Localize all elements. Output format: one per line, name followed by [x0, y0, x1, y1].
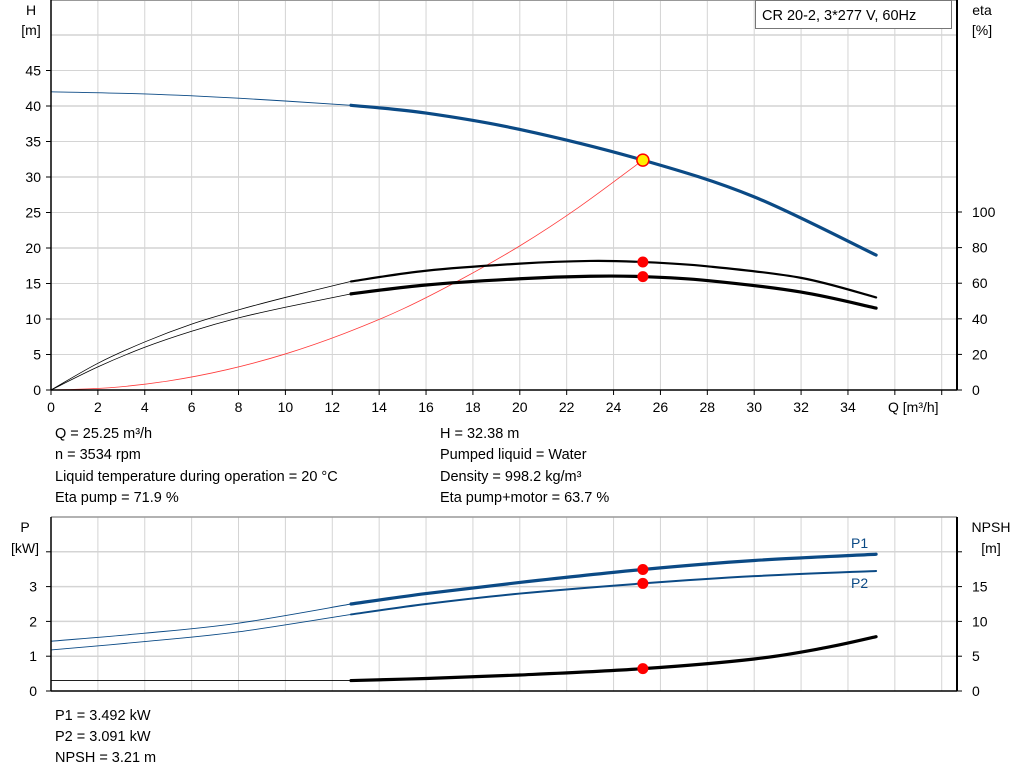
- info-pumped-liquid: Pumped liquid = Water: [440, 447, 587, 463]
- y-right-tick-label: 40: [972, 311, 988, 327]
- duty-point-eta-pump-marker: [637, 256, 649, 268]
- x-tick-label: 12: [324, 399, 340, 415]
- bottom-grid: [51, 516, 957, 691]
- x-tick-label: 4: [141, 399, 149, 415]
- top-grid: [51, 0, 957, 390]
- y-right-unit-top: [%]: [972, 22, 992, 38]
- p2-curve: [350, 569, 878, 616]
- info-liquid-temp: Liquid temperature during operation = 20…: [55, 469, 338, 485]
- info-h: H = 32.38 m: [440, 426, 519, 442]
- p2-curve-extrapolated: [50, 613, 352, 651]
- y-left-tick-label: 2: [29, 613, 37, 629]
- y-left-tick-label: 10: [25, 311, 41, 327]
- p1-curve-extrapolated: [50, 603, 352, 642]
- eta-pump-motor-curve: [349, 274, 878, 310]
- x-tick-label: 10: [278, 399, 294, 415]
- y-left-tick-label: 1: [29, 648, 37, 664]
- info-p2: P2 = 3.091 kW: [55, 729, 151, 745]
- head-curve: [349, 103, 878, 257]
- x-tick-label: 26: [653, 399, 669, 415]
- duty-point-npsh-marker: [637, 663, 649, 675]
- eta-pump-curve: [349, 259, 878, 299]
- y-left-tick-label: 5: [33, 347, 41, 363]
- p1-series-label: P1: [851, 535, 868, 551]
- duty-point-p1-marker: [637, 563, 649, 575]
- x-tick-label: 8: [235, 399, 243, 415]
- info-density: Density = 998.2 kg/m³: [440, 469, 582, 485]
- y-left-tick-label: 40: [25, 98, 41, 114]
- x-tick-label: 28: [700, 399, 716, 415]
- x-tick-label: 32: [793, 399, 809, 415]
- tick-labels: 0 2 4 6 8 10 12 14 16 18 20 22 24 26 28 30 32 34051015202…: [25, 63, 995, 700]
- y-right-tick-label: 100: [972, 204, 996, 220]
- info-q: Q = 25.25 m³/h: [55, 426, 152, 442]
- y-left-unit-top: [m]: [21, 22, 40, 38]
- y-right-tick-label: 5: [972, 648, 980, 664]
- x-tick-label: 18: [465, 399, 481, 415]
- y-right-tick-label: 80: [972, 240, 988, 256]
- y-right-tick-label: 0: [972, 683, 980, 699]
- x-tick-label: 14: [371, 399, 387, 415]
- y-left-unit-bottom: [kW]: [11, 540, 39, 556]
- y-left-label-bottom: P: [20, 519, 29, 535]
- x-axis-label: Q [m³/h]: [888, 399, 939, 415]
- x-tick-label: 16: [418, 399, 434, 415]
- y-right-tick-label: 60: [972, 275, 988, 291]
- y-left-tick-label: 25: [25, 205, 41, 221]
- p1-curve: [349, 552, 878, 606]
- duty-point-head-marker: [636, 153, 650, 167]
- info-eta-pump: Eta pump = 71.9 %: [55, 490, 179, 506]
- info-eta-pump-motor: Eta pump+motor = 63.7 %: [440, 490, 609, 506]
- x-tick-label: 20: [512, 399, 528, 415]
- duty-point-p2-marker: [637, 577, 649, 589]
- x-tick-label: 0: [47, 399, 55, 415]
- x-tick-label: 2: [94, 399, 102, 415]
- x-tick-label: 34: [840, 399, 856, 415]
- chart-title: CR 20-2, 3*277 V, 60Hz: [762, 8, 916, 24]
- y-right-tick-label: 0: [972, 382, 980, 398]
- y-left-tick-label: 30: [25, 169, 41, 185]
- y-right-unit-bottom: [m]: [981, 540, 1000, 556]
- curves: [50, 91, 878, 683]
- y-left-tick-label: 0: [29, 683, 37, 699]
- y-left-tick-label: 45: [25, 63, 41, 79]
- head-curve-extrapolated: [50, 91, 352, 106]
- eta-pump-motor-curve-extrapolated: [50, 293, 352, 391]
- axes: [46, 0, 962, 692]
- y-right-tick-label: 15: [972, 579, 988, 595]
- info-p1: P1 = 3.492 kW: [55, 708, 151, 724]
- info-npsh: NPSH = 3.21 m: [55, 750, 156, 766]
- y-right-tick-label: 10: [972, 613, 988, 629]
- info-n: n = 3534 rpm: [55, 447, 141, 463]
- x-tick-label: 6: [188, 399, 196, 415]
- eta-pump-curve-extrapolated: [50, 281, 352, 391]
- system-curve: [50, 159, 644, 391]
- x-tick-label: 30: [746, 399, 762, 415]
- y-right-label-top: eta: [972, 2, 992, 18]
- x-tick-label: 24: [606, 399, 622, 415]
- y-right-label-bottom: NPSH: [972, 519, 1011, 535]
- p2-series-label: P2: [851, 575, 868, 591]
- y-left-tick-label: 15: [25, 276, 41, 292]
- y-left-tick-label: 35: [25, 134, 41, 150]
- duty-point-eta-pump-motor-marker: [637, 271, 649, 283]
- x-tick-label: 22: [559, 399, 575, 415]
- y-right-tick-label: 20: [972, 346, 988, 362]
- y-left-label-top: H: [26, 2, 36, 18]
- y-left-tick-label: 3: [29, 579, 37, 595]
- title-box: [755, 0, 952, 29]
- y-left-tick-label: 0: [33, 382, 41, 398]
- y-left-tick-label: 20: [25, 240, 41, 256]
